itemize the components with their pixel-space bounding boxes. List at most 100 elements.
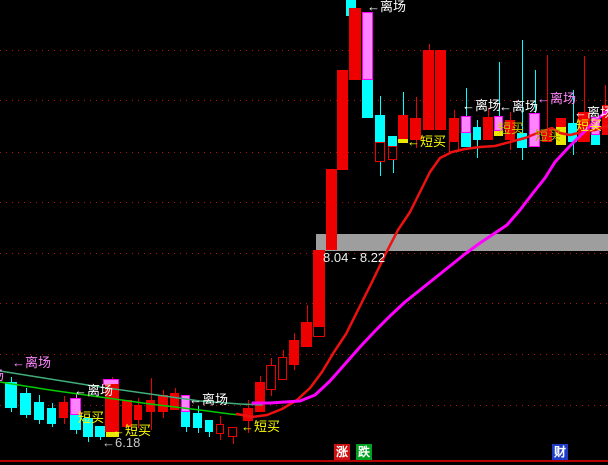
candle-body-yellow — [494, 131, 503, 136]
horizontal-gridline — [0, 303, 608, 304]
candle-lower-wick — [233, 437, 234, 444]
candle-body-red — [134, 405, 142, 420]
rise-indicator-badge[interactable]: 涨 — [334, 444, 350, 460]
candle-body-red — [158, 395, 168, 412]
candle-upper-wick — [522, 40, 523, 133]
candle-body-red — [398, 115, 408, 139]
candle-body-red — [289, 340, 299, 365]
candle-lower-wick — [39, 420, 40, 424]
exit-signal-label: ←离场 — [367, 0, 407, 14]
candle-upper-wick — [271, 358, 272, 365]
price-annotation: 场 — [0, 369, 4, 382]
candle-body-red — [313, 326, 325, 337]
exit-signal-label: ←离场 — [189, 392, 229, 407]
short-buy-signal-label: ←短买 — [112, 423, 152, 438]
candle-upper-wick — [547, 55, 548, 130]
candle-body-cyan — [461, 133, 471, 147]
candle-upper-wick — [138, 398, 139, 405]
candle-body-red — [170, 393, 179, 410]
candle-lower-wick — [198, 428, 199, 433]
candle-body-yellow — [556, 127, 566, 145]
candle-upper-wick — [163, 390, 164, 395]
candle-upper-wick — [307, 305, 308, 322]
candle-body-cyan — [205, 420, 213, 432]
candle-body-red — [483, 117, 493, 140]
short-buy-signal-label: ←短买 — [407, 134, 447, 149]
candle-body-cyan — [70, 415, 81, 430]
candle-lower-wick — [477, 140, 478, 158]
candle-body-red — [388, 146, 397, 160]
candle-body-red — [228, 427, 237, 437]
candle-body-red — [602, 105, 608, 135]
candle-body-red — [410, 118, 421, 140]
candle-lower-wick — [271, 390, 272, 396]
candle-lower-wick — [294, 365, 295, 370]
candle-body-cyan — [375, 115, 385, 142]
candle-lower-wick — [248, 421, 249, 433]
candle-lower-wick — [380, 162, 381, 176]
exit-signal-label: ←离场 — [12, 355, 52, 370]
candle-lower-wick — [52, 424, 53, 427]
candle-lower-wick — [186, 427, 187, 432]
green-ma-line — [0, 381, 251, 417]
candle-upper-wick — [510, 112, 511, 120]
candle-upper-wick — [535, 70, 536, 113]
short-buy-signal-label: 短买 — [576, 118, 603, 133]
exit-signal-label: ←离场 — [462, 98, 502, 113]
candle-body-red — [326, 169, 337, 250]
candle-lower-wick — [163, 412, 164, 418]
candle-lower-wick — [510, 140, 511, 150]
candle-lower-wick — [26, 415, 27, 418]
magenta-ma-line — [251, 108, 608, 405]
candle-body-cyan — [568, 123, 577, 142]
candle-upper-wick — [380, 96, 381, 115]
horizontal-gridline — [0, 354, 608, 355]
candle-lower-wick — [393, 160, 394, 173]
candle-upper-wick — [294, 333, 295, 340]
candle-upper-wick — [26, 388, 27, 393]
candle-body-red — [266, 365, 276, 390]
candle-body-red — [449, 118, 459, 141]
candle-body-red — [216, 424, 224, 434]
candle-lower-wick — [151, 412, 152, 430]
short-buy-signal-label: ←短买 — [241, 419, 281, 434]
candle-body-red — [375, 142, 385, 162]
candle-body-red — [122, 400, 132, 427]
horizontal-gridline — [0, 253, 608, 254]
candle-body-cyan — [5, 382, 17, 408]
candle-body-red — [146, 400, 155, 412]
candle-body-cyan — [473, 127, 481, 140]
candle-upper-wick — [175, 388, 176, 393]
candle-body-cyan — [83, 418, 93, 437]
finance-indicator-badge[interactable]: 财 — [552, 444, 568, 460]
candle-lower-wick — [88, 437, 89, 442]
candle-body-red — [435, 50, 446, 130]
candle-body-magenta — [70, 398, 81, 415]
candle-lower-wick — [64, 418, 65, 424]
candle-body-cyan — [20, 393, 31, 415]
candle-upper-wick — [466, 88, 467, 116]
candle-body-red — [105, 384, 119, 432]
candle-body-red — [278, 357, 287, 380]
candle-body-cyan — [362, 80, 373, 118]
teal-ma-line — [0, 370, 263, 406]
horizontal-gridline — [0, 152, 608, 153]
price-annotation: ←6.18 — [102, 435, 141, 450]
candle-body-yellow — [106, 432, 119, 437]
candle-body-cyan — [591, 135, 600, 145]
candle-upper-wick — [454, 110, 455, 118]
candle-body-cyan — [193, 413, 202, 428]
candle-upper-wick — [260, 376, 261, 382]
fall-indicator-badge[interactable]: 跌 — [356, 444, 372, 460]
candle-lower-wick — [209, 432, 210, 437]
bottom-divider-line — [0, 460, 608, 462]
candle-upper-wick — [499, 62, 500, 116]
candle-body-red — [337, 70, 348, 170]
candle-body-magenta — [494, 116, 503, 131]
candle-body-red — [59, 402, 68, 418]
candle-lower-wick — [100, 437, 101, 440]
candle-lower-wick — [76, 430, 77, 434]
candle-upper-wick — [76, 393, 77, 398]
